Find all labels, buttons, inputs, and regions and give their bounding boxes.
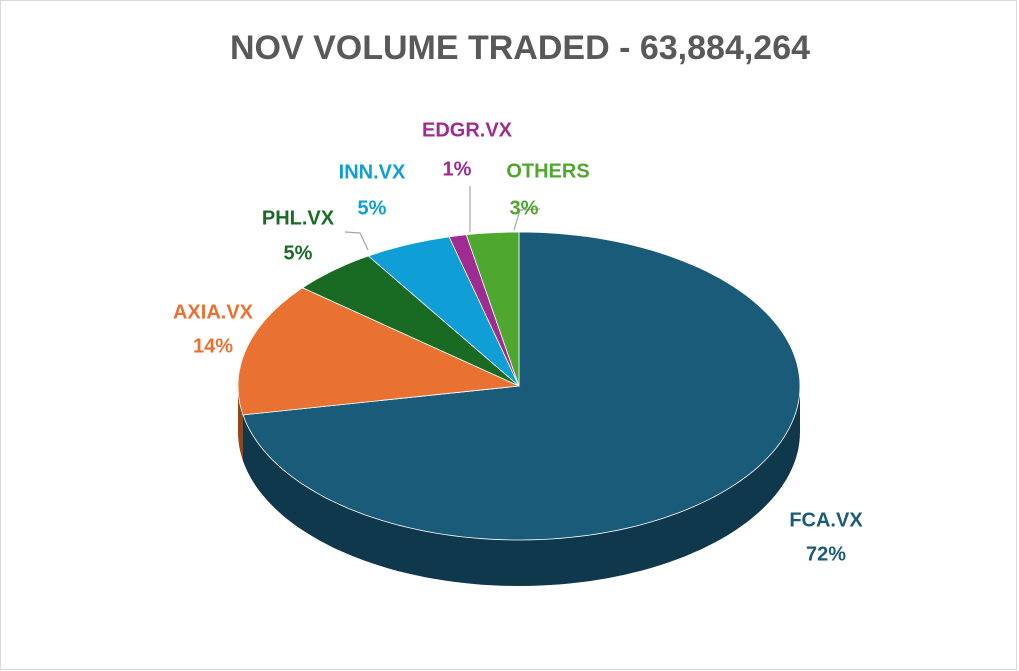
- slice: [242, 231, 801, 541]
- slice-side: [243, 386, 800, 586]
- data-label-name: PHL.VX: [262, 207, 335, 229]
- data-label-value: 5%: [284, 242, 313, 264]
- slice: [237, 287, 521, 416]
- data-label-value: 1%: [443, 158, 472, 180]
- leader-line: [344, 231, 369, 251]
- data-label-name: EDGR.VX: [422, 119, 513, 141]
- data-label-name: OTHERS: [506, 160, 589, 182]
- slice: [301, 255, 520, 387]
- data-label-name: FCA.VX: [789, 509, 863, 531]
- data-label-value: 72%: [806, 543, 846, 565]
- slice: [367, 236, 520, 387]
- data-label-value: 14%: [193, 335, 233, 357]
- leader-line: [513, 208, 541, 231]
- data-label-name: AXIA.VX: [173, 301, 254, 323]
- data-label-value: 5%: [358, 197, 387, 219]
- slice: [465, 231, 520, 387]
- data-label-name: INN.VX: [339, 161, 406, 183]
- chart-title: NOV VOLUME TRADED - 63,884,264: [230, 29, 810, 67]
- slice-side: [238, 386, 243, 461]
- data-label-value: 3%: [510, 197, 539, 219]
